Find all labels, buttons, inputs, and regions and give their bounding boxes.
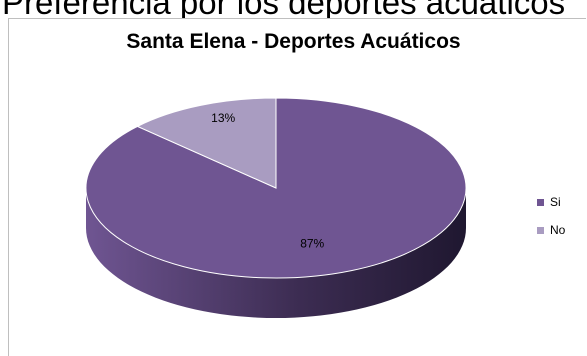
chart-legend: Si No	[537, 193, 565, 249]
legend-swatch-no	[537, 227, 544, 234]
slice-label-si: 87%	[300, 237, 324, 251]
legend-swatch-si	[537, 199, 544, 206]
legend-item-si: Si	[537, 193, 565, 211]
legend-label-si: Si	[550, 195, 561, 209]
slice-label-no: 13%	[211, 111, 235, 125]
legend-label-no: No	[550, 223, 565, 237]
legend-item-no: No	[537, 221, 565, 239]
